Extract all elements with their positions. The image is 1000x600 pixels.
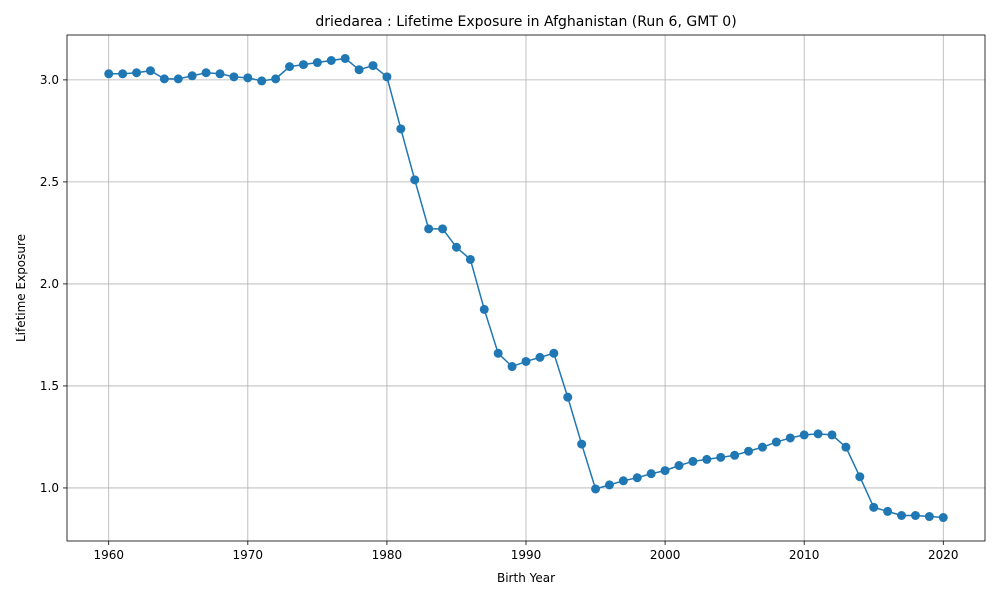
y-tick-label: 1.5 xyxy=(40,379,59,393)
data-point xyxy=(451,242,461,252)
data-point xyxy=(785,433,795,443)
data-point xyxy=(382,72,392,82)
data-point xyxy=(716,452,726,462)
y-tick-label: 3.0 xyxy=(40,73,59,87)
data-point xyxy=(938,513,948,523)
data-point xyxy=(591,484,601,494)
data-point xyxy=(910,511,920,520)
data-point xyxy=(771,437,781,447)
x-tick-label: 1980 xyxy=(372,548,403,562)
data-point xyxy=(243,73,253,83)
x-tick-label: 1970 xyxy=(233,548,264,562)
data-point xyxy=(577,439,587,449)
data-point xyxy=(424,224,434,234)
x-tick-label: 2020 xyxy=(928,548,959,562)
data-point xyxy=(563,392,573,402)
x-tick-label: 1960 xyxy=(93,548,124,562)
data-point xyxy=(883,506,893,516)
data-point xyxy=(757,442,767,452)
data-point xyxy=(173,74,183,84)
data-point xyxy=(187,71,197,81)
data-point xyxy=(145,66,155,76)
data-point xyxy=(396,124,406,134)
data-point xyxy=(312,58,322,68)
data-point xyxy=(201,68,211,78)
data-point xyxy=(632,473,642,483)
data-point xyxy=(410,175,420,185)
data-point xyxy=(438,224,448,234)
data-point xyxy=(521,356,531,366)
data-point xyxy=(855,472,865,482)
axis-ticks: 1960 1970 1980 1990 2000 2010 2020 1.0 1.5 2.0 2.5… xyxy=(40,73,959,562)
data-point xyxy=(924,512,934,522)
data-point xyxy=(549,348,559,358)
data-point xyxy=(827,430,837,440)
data-point xyxy=(618,476,628,486)
x-tick-label: 1990 xyxy=(511,548,542,562)
data-point xyxy=(159,74,169,84)
data-point xyxy=(535,352,545,362)
data-point xyxy=(799,430,809,440)
data-point xyxy=(465,254,475,264)
data-point xyxy=(229,72,239,82)
grid-lines xyxy=(67,35,985,541)
data-point xyxy=(744,446,754,456)
data-point xyxy=(869,502,879,512)
data-point xyxy=(354,65,364,75)
data-point xyxy=(507,362,517,372)
data-point xyxy=(841,442,851,452)
data-point xyxy=(340,53,350,63)
data-point xyxy=(688,456,698,466)
data-point xyxy=(368,61,378,71)
chart-title: driedarea : Lifetime Exposure in Afghani… xyxy=(315,14,736,30)
data-point xyxy=(479,304,489,314)
data-point xyxy=(604,480,614,490)
series-markers xyxy=(104,53,948,523)
data-point xyxy=(674,461,684,471)
data-point xyxy=(730,450,740,460)
y-tick-label: 2.0 xyxy=(40,277,59,291)
data-point xyxy=(660,466,670,476)
x-axis-label: Birth Year xyxy=(497,571,555,585)
data-point xyxy=(897,511,907,520)
y-tick-label: 2.5 xyxy=(40,175,59,189)
data-point xyxy=(132,68,142,78)
data-point xyxy=(257,76,267,86)
data-point xyxy=(702,454,712,464)
data-point xyxy=(646,469,656,479)
data-point xyxy=(215,69,225,79)
y-tick-label: 1.0 xyxy=(40,481,59,495)
data-point xyxy=(298,60,308,70)
data-point xyxy=(285,62,295,72)
x-tick-label: 2010 xyxy=(789,548,820,562)
data-point xyxy=(326,56,336,65)
data-point xyxy=(493,348,503,358)
data-point xyxy=(104,69,114,79)
y-axis-label: Lifetime Exposure xyxy=(14,234,28,342)
x-tick-label: 2000 xyxy=(650,548,681,562)
data-point xyxy=(813,429,823,439)
data-point xyxy=(118,69,128,79)
data-point xyxy=(271,74,281,84)
